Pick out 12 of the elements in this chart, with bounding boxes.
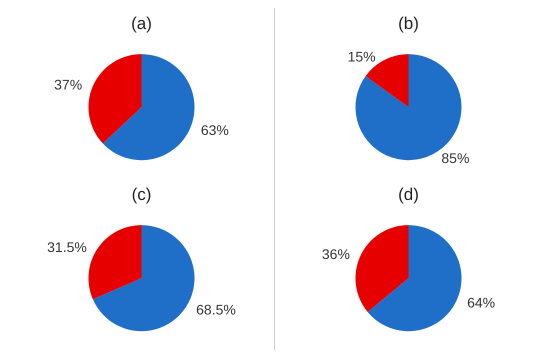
data-label: 36% xyxy=(322,246,350,262)
data-label: 64% xyxy=(467,294,496,310)
chart-title: (b) xyxy=(398,14,419,33)
chart-title: (d) xyxy=(398,185,419,204)
data-label: 85% xyxy=(441,150,470,166)
data-label: 15% xyxy=(348,48,376,64)
chart-title: (a) xyxy=(131,14,152,33)
data-label: 68.5% xyxy=(196,301,236,318)
chart-title: (c) xyxy=(132,185,152,204)
data-label: 63% xyxy=(200,122,229,138)
data-label: 31.5% xyxy=(47,238,87,255)
data-label: 37% xyxy=(54,76,82,93)
